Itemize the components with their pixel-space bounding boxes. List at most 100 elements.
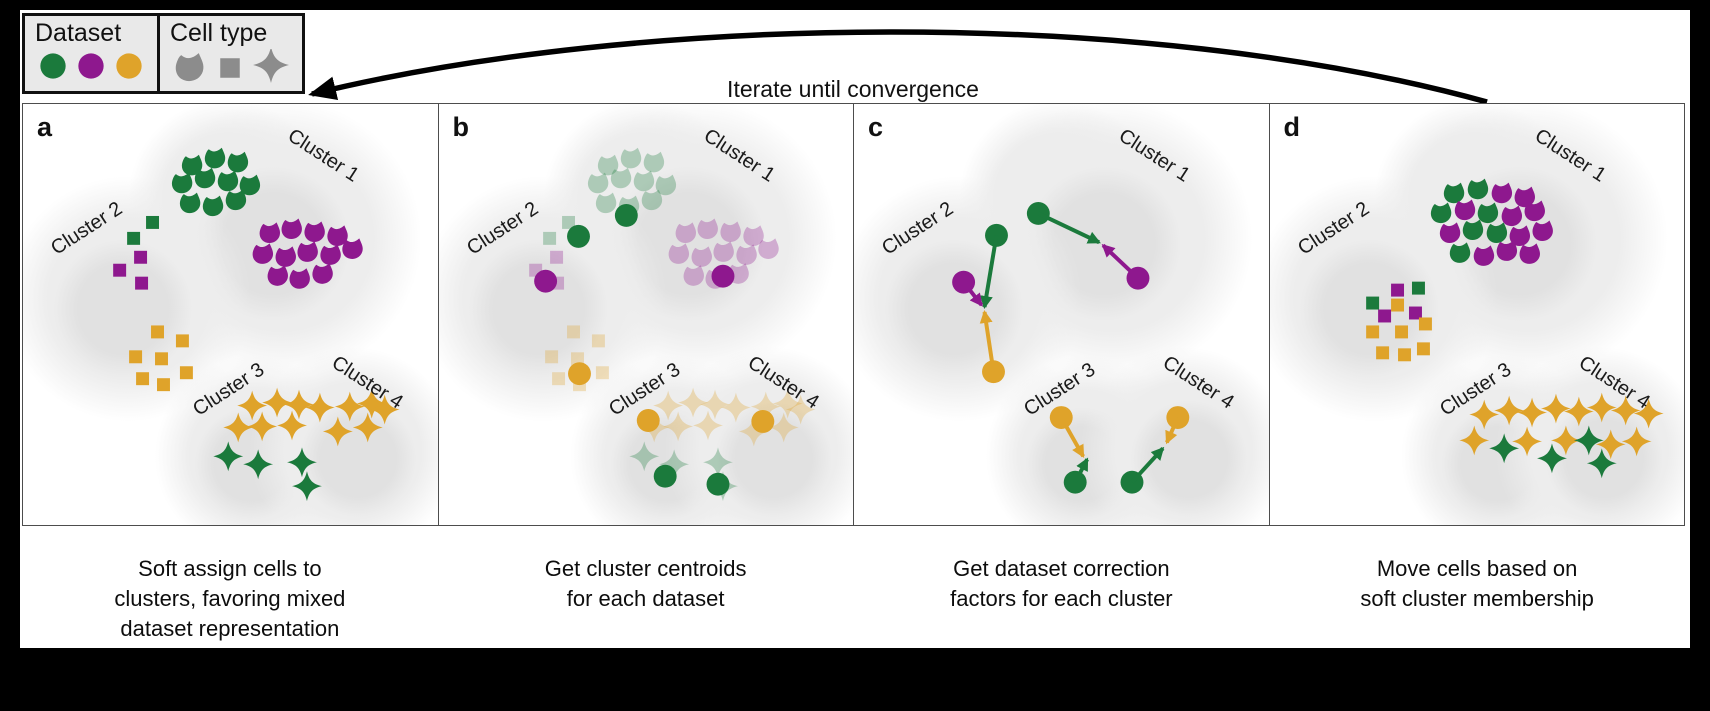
panels-row: a Cluster 1 Cluster 2 Cluster 3 Cluster 4 b… [22, 103, 1685, 526]
square-marker-yellow [591, 334, 605, 348]
star-marker-yellow [1621, 426, 1652, 457]
blob-marker-purple [275, 246, 296, 267]
blob-marker-green [1443, 182, 1464, 204]
circle-marker-green [614, 204, 638, 227]
star-marker-green [1573, 425, 1604, 456]
blob-marker-purple [683, 265, 704, 286]
circle-marker-green [653, 464, 677, 488]
blob-marker-green [595, 192, 616, 214]
star-marker-yellow [284, 389, 314, 420]
square-marker-yellow [1418, 317, 1432, 331]
blob-marker-green [179, 192, 201, 214]
star-marker-yellow [322, 416, 353, 447]
blob-marker-green [1449, 242, 1470, 263]
star-marker-yellow [677, 387, 708, 418]
blob-marker-green [1467, 178, 1488, 200]
legend-celltype-cell: Cell type [160, 16, 302, 91]
blob-marker-purple [1439, 222, 1460, 244]
star-marker-green [213, 441, 244, 472]
blob-marker-purple [1496, 240, 1517, 261]
star-marker-yellow [223, 412, 254, 443]
star-marker-green [292, 471, 322, 502]
blob-marker-purple [757, 238, 779, 259]
blob-marker-purple [281, 218, 302, 240]
star-marker-yellow [334, 391, 365, 422]
legend-celltype-title: Cell type [170, 19, 268, 47]
caption-c: Get dataset correction factors for each … [950, 556, 1173, 611]
dataset-yellow-icon [116, 53, 142, 79]
blob-marker-purple [1532, 220, 1553, 242]
blob-marker-purple [312, 263, 333, 284]
blob-marker-green [225, 189, 247, 211]
blob-marker-purple [297, 241, 318, 262]
blob-marker-green [643, 151, 664, 173]
blob-marker-purple [342, 238, 363, 259]
correction-arrow-purple [1101, 243, 1140, 280]
blob-marker-purple [1519, 243, 1540, 264]
blob-marker-purple [267, 265, 288, 286]
square-marker-yellow [175, 334, 189, 348]
blob-marker-purple [304, 221, 325, 243]
blob-marker-purple [320, 244, 341, 265]
star-marker-yellow [262, 387, 293, 418]
star-marker-yellow [1458, 425, 1489, 456]
panel-letter: b [452, 112, 470, 142]
panel-letter: c [868, 112, 884, 142]
blob-marker-purple [1524, 200, 1545, 222]
caption-d: Move cells based on soft cluster members… [1360, 556, 1594, 611]
blob-marker-purple [1501, 205, 1522, 227]
circle-marker-yellow [1049, 406, 1073, 429]
blob-marker-green [202, 195, 224, 217]
caption-a: Soft assign cells to clusters, favoring … [114, 556, 346, 641]
blob-marker-purple [252, 243, 274, 264]
star-marker-yellow [1586, 392, 1617, 423]
star-marker-yellow [352, 412, 383, 443]
square-marker-yellow [551, 372, 565, 386]
square-marker-purple [135, 276, 149, 290]
star-marker-yellow [304, 392, 335, 423]
square-marker-purple [134, 250, 148, 264]
circle-marker-purple [533, 269, 557, 293]
panel-c: c Cluster 1 Cluster 2 Cluster 3 Cluster 4 [854, 104, 1270, 525]
blob-marker-purple [668, 243, 689, 264]
figure-canvas: Iterate until convergence Dataset Cell t… [20, 10, 1690, 648]
blob-marker-purple [1491, 182, 1512, 204]
iterate-label: Iterate until convergence [727, 76, 979, 102]
dataset-green-icon [40, 53, 66, 79]
circle-marker-yellow [636, 409, 660, 432]
legend-dataset-cell: Dataset [25, 16, 160, 91]
correction-arrow-green [1130, 446, 1165, 484]
blob-marker-green [217, 170, 239, 192]
blob-marker-green [1486, 222, 1507, 244]
star-marker-yellow [1493, 395, 1524, 426]
blob-marker-green [171, 172, 193, 194]
square-marker-green [1411, 281, 1425, 295]
square-marker-yellow [151, 325, 164, 339]
blob-marker-green [227, 151, 249, 173]
blob-marker-green [587, 172, 608, 194]
blob-marker-purple [735, 244, 757, 265]
square-marker-yellow [1390, 298, 1404, 312]
caption-b: Get cluster centroids for each dataset [544, 556, 747, 611]
square-marker-yellow [129, 350, 143, 364]
circle-marker-yellow [1166, 406, 1190, 429]
correction-arrow-green [1037, 211, 1101, 245]
blob-marker-purple [719, 221, 741, 243]
square-marker-yellow [1365, 325, 1379, 339]
star-marker-yellow [277, 410, 307, 441]
circle-marker-yellow [750, 410, 774, 433]
star-marker-yellow [692, 410, 723, 441]
blob-marker-purple [289, 268, 310, 289]
star-marker-green [287, 447, 317, 478]
circle-marker-green [566, 224, 590, 248]
blob-marker-green [194, 167, 216, 189]
celltype-star-icon [253, 49, 289, 83]
circle-marker-green [706, 472, 729, 496]
square-marker-yellow [595, 366, 609, 380]
star-marker-green [1536, 443, 1567, 474]
blob-marker-green [204, 147, 226, 169]
captions-row: Soft assign cells to clusters, favoring … [22, 526, 1685, 644]
circle-marker-purple [711, 264, 734, 288]
blob-marker-green [1477, 202, 1498, 224]
